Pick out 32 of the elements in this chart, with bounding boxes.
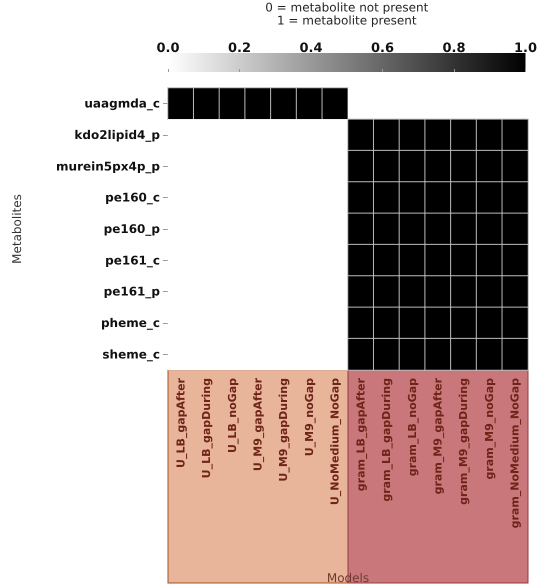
color-bar-label: 0.0 [156,41,180,56]
y-tick-label: pe161_c [105,253,160,268]
x-axis-title: Models [326,571,370,585]
x-tick-label: U_LB_gapAfter [174,377,188,468]
color-bar-label: 0.8 [442,41,466,56]
color-bar-label: 0.4 [299,41,323,56]
y-tick-label: kdo2lipid4_p [74,128,160,142]
color-bar-label: 1.0 [514,41,537,56]
y-tick-label: pe161_p [104,284,160,299]
x-tick-label: gram_M9_gapDuring [457,378,470,505]
x-tick-label: U_M9_noGap [302,378,316,456]
y-tick-label: pheme_c [100,316,160,330]
y-tick-label: murein5px4p_p [56,159,160,174]
x-tick-label: gram_NoMedium_NoGap [508,378,522,528]
x-tick-label: U_M9_gapDuring [277,378,290,482]
color-bar-label: 0.2 [228,41,252,56]
color-bar-title: 0 = metabolite not present 1 = metabolite present [265,0,429,28]
x-tick-label: U_LB_noGap [226,378,239,454]
x-tick-label: U_LB_gapDuring [200,378,214,478]
y-axis-title: Metabolites [10,194,24,264]
x-tick-label: gram_M9_noGap [482,378,496,480]
y-tick-label: uaagmda_c [84,96,160,111]
y-tick-label: sheme_c [102,347,160,362]
x-tick-label: U_NoMedium_NoGap [328,378,342,506]
x-tick-label: U_M9_gapAfter [252,377,264,472]
x-tick-label: gram_M9_gapAfter [432,377,444,494]
x-tick-label: gram_LB_noGap [406,378,419,476]
x-tick-label: gram_LB_gapDuring [380,378,394,502]
y-tick-label: pe160_c [105,190,160,205]
y-tick-label: pe160_p [104,222,160,236]
x-tick-label: gram_LB_gapAfter [354,377,368,492]
color-bar-label: 0.6 [370,41,394,56]
